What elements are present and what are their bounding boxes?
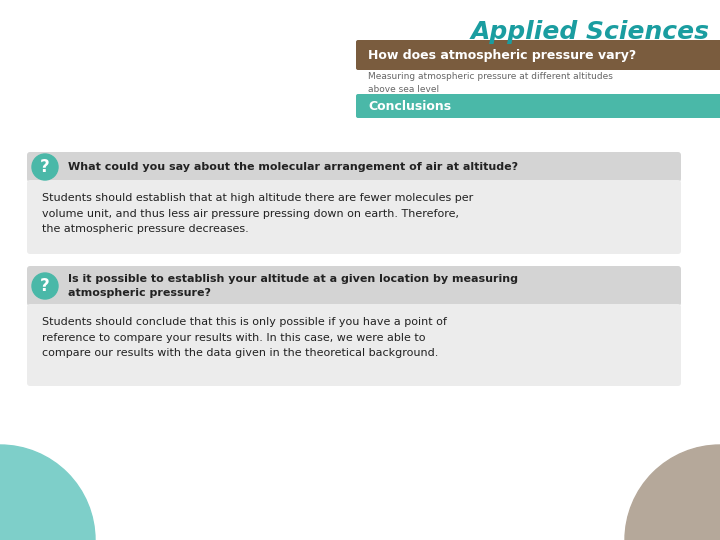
Text: ?: ? (40, 277, 50, 295)
FancyBboxPatch shape (27, 152, 681, 182)
FancyBboxPatch shape (356, 40, 720, 70)
Circle shape (625, 445, 720, 540)
Circle shape (32, 273, 58, 299)
Circle shape (32, 154, 58, 180)
Text: Applied Sciences: Applied Sciences (471, 20, 710, 44)
Text: What could you say about the molecular arrangement of air at altitude?: What could you say about the molecular a… (68, 162, 518, 172)
FancyBboxPatch shape (356, 94, 720, 118)
Text: Students should establish that at high altitude there are fewer molecules per
vo: Students should establish that at high a… (42, 193, 473, 234)
Text: Students should conclude that this is only possible if you have a point of
refer: Students should conclude that this is on… (42, 317, 447, 358)
Text: Conclusions: Conclusions (368, 99, 451, 112)
FancyBboxPatch shape (27, 304, 681, 386)
Circle shape (0, 445, 95, 540)
FancyBboxPatch shape (27, 180, 681, 254)
Text: ?: ? (40, 158, 50, 176)
FancyBboxPatch shape (27, 266, 681, 306)
Text: Measuring atmospheric pressure at different altitudes
above sea level: Measuring atmospheric pressure at differ… (368, 72, 613, 93)
Text: Is it possible to establish your altitude at a given location by measuring
atmos: Is it possible to establish your altitud… (68, 274, 518, 298)
Text: How does atmospheric pressure vary?: How does atmospheric pressure vary? (368, 49, 636, 62)
